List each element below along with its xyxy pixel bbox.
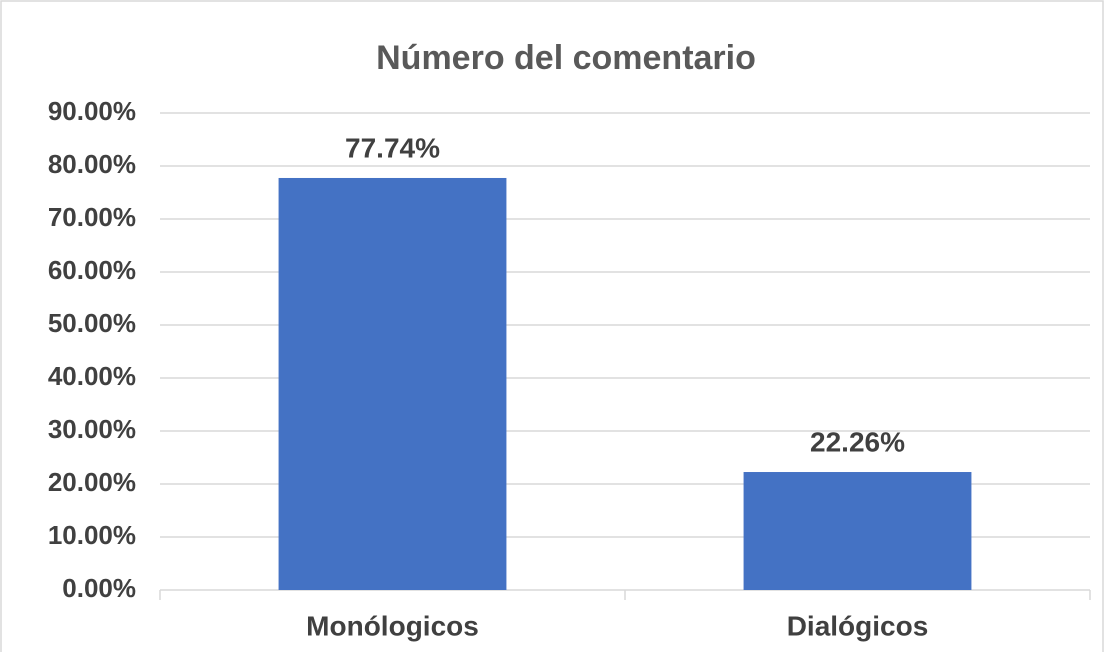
y-tick-label: 40.00% — [48, 361, 136, 391]
bar — [278, 177, 507, 590]
x-tick-label: Dialógicos — [787, 610, 929, 641]
y-tick-label: 10.00% — [48, 520, 136, 550]
y-tick-label: 90.00% — [48, 96, 136, 126]
y-tick-label: 50.00% — [48, 308, 136, 338]
y-tick-label: 60.00% — [48, 255, 136, 285]
y-tick-label: 30.00% — [48, 414, 136, 444]
y-tick-label: 70.00% — [48, 202, 136, 232]
data-label: 77.74% — [345, 132, 440, 163]
y-tick-label: 20.00% — [48, 467, 136, 497]
x-tick-label: Monólogicos — [306, 610, 479, 641]
bar — [743, 472, 972, 590]
data-label: 22.26% — [810, 426, 905, 457]
y-tick-label: 0.00% — [62, 573, 136, 603]
y-tick-label: 80.00% — [48, 149, 136, 179]
chart-title: Número del comentario — [376, 39, 756, 77]
